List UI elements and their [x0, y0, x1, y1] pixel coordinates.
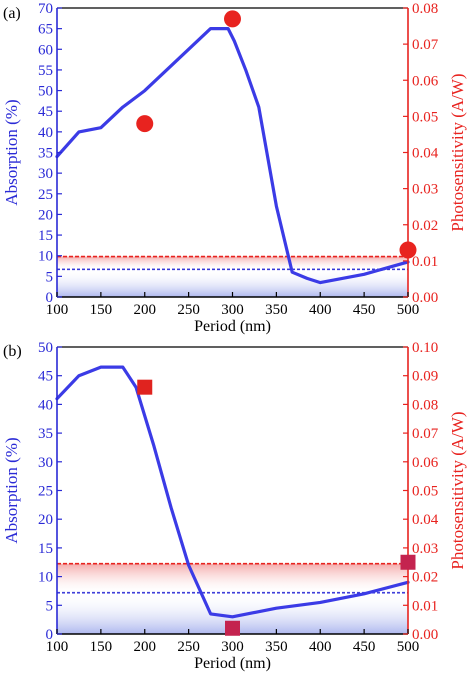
y-right-tick-label: 0.05	[412, 109, 438, 125]
x-tick-label: 100	[46, 639, 69, 655]
photosensitivity-point	[137, 379, 153, 395]
absorption-line	[55, 27, 410, 285]
y-left-tick-label: 20	[38, 207, 53, 223]
photosensitivity-point	[399, 241, 417, 259]
x-tick-label: 300	[221, 639, 244, 655]
y-left-tick-label: 10	[38, 249, 53, 265]
photosensitivity-point	[400, 554, 416, 570]
x-tick-label: 300	[221, 302, 244, 318]
y-left-tick-label: 5	[46, 598, 54, 614]
panel-label: (b)	[3, 343, 22, 360]
y-right-tick-label: 0.02	[412, 570, 438, 586]
x-axis-title: Period (nm)	[194, 655, 271, 672]
y-left-tick-label: 20	[38, 512, 53, 528]
y-left-tick-label: 40	[38, 397, 53, 413]
y-left-tick-label: 70	[38, 1, 53, 17]
x-tick-label: 500	[397, 639, 420, 655]
y-right-tick-label: 0.08	[412, 1, 438, 17]
y-left-tick-label: 30	[38, 166, 53, 182]
red-band	[57, 256, 408, 270]
x-tick-label: 150	[90, 302, 113, 318]
absorption-line	[55, 365, 410, 619]
y-left-tick-label: 35	[38, 146, 53, 162]
y-right-tick-label: 0.01	[412, 598, 438, 614]
y-left-tick-label: 35	[38, 426, 53, 442]
x-tick-label: 450	[353, 302, 376, 318]
y-right-tick-label: 0.10	[412, 340, 438, 356]
y-right-tick-label: 0.02	[412, 218, 438, 234]
x-tick-label: 400	[309, 639, 332, 655]
y-right-title: Photosensitivity (A/W)	[448, 73, 467, 231]
x-tick-label: 100	[46, 302, 69, 318]
x-tick-label: 250	[177, 639, 200, 655]
x-tick-label: 200	[134, 302, 157, 318]
panel-label: (a)	[3, 5, 21, 22]
photosensitivity-point	[136, 115, 154, 133]
y-right-tick-label: 0.01	[412, 254, 438, 270]
panel-a: 100 150 200 250 300 350 400 450 500 0 5 10 15 20 25 30 3…	[2, 1, 467, 335]
y-left-tick-label: 40	[38, 125, 53, 141]
y-right-tick-label: 0.06	[412, 73, 439, 89]
x-tick-label: 250	[177, 302, 200, 318]
photosensitivity-point	[224, 10, 241, 28]
y-left-tick-label: 25	[38, 484, 53, 500]
y-left-tick-label: 15	[38, 541, 53, 557]
y-right-title: Photosensitivity (A/W)	[448, 411, 467, 569]
x-tick-label: 150	[90, 639, 113, 655]
y-right-tick-label: 0.07	[412, 426, 439, 442]
y-right-tick-label: 0.06	[412, 455, 439, 471]
x-tick-label: 200	[134, 639, 157, 655]
y-right-tick-label: 0.00	[412, 290, 438, 306]
y-left-tick-label: 50	[38, 84, 53, 100]
y-left-tick-label: 5	[46, 269, 54, 285]
y-left-tick-label: 0	[46, 627, 54, 643]
x-tick-label: 450	[353, 639, 376, 655]
y-left-tick-label: 15	[38, 228, 53, 244]
y-right-tick-label: 0.04	[412, 512, 439, 528]
x-tick-label: 400	[309, 302, 332, 318]
y-right-tick-label: 0.07	[412, 37, 439, 53]
y-right-tick-label: 0.00	[412, 627, 438, 643]
y-left-tick-label: 0	[46, 290, 54, 306]
y-right-tick-label: 0.03	[412, 541, 438, 557]
y-left-tick-label: 30	[38, 455, 53, 471]
y-left-tick-label: 45	[38, 369, 53, 385]
x-tick-label: 500	[397, 302, 420, 318]
x-tick-label: 350	[265, 302, 288, 318]
y-left-tick-label: 50	[38, 340, 53, 356]
y-left-tick-label: 10	[38, 570, 53, 586]
y-right-tick-label: 0.09	[412, 369, 438, 385]
y-left-tick-label: 45	[38, 104, 53, 120]
y-right-tick-label: 0.05	[412, 484, 438, 500]
y-left-tick-label: 65	[38, 22, 53, 38]
y-right-tick-label: 0.08	[412, 397, 438, 413]
y-left-tick-label: 55	[38, 63, 53, 79]
y-right-tick-label: 0.03	[412, 182, 438, 198]
y-left-title: Absorption (%)	[2, 437, 21, 543]
y-left-title: Absorption (%)	[2, 99, 21, 205]
photosensitivity-point	[225, 620, 240, 636]
y-left-tick-label: 25	[38, 187, 53, 203]
x-axis-title: Period (nm)	[194, 318, 271, 335]
x-tick-label: 350	[265, 639, 288, 655]
panel-b: 100 150 200 250 300 350 400 450 500 0 5 10 15 20 25 30 3…	[2, 340, 467, 672]
red-band	[57, 563, 408, 593]
y-right-tick-label: 0.04	[412, 146, 439, 162]
y-left-tick-label: 60	[38, 42, 53, 58]
